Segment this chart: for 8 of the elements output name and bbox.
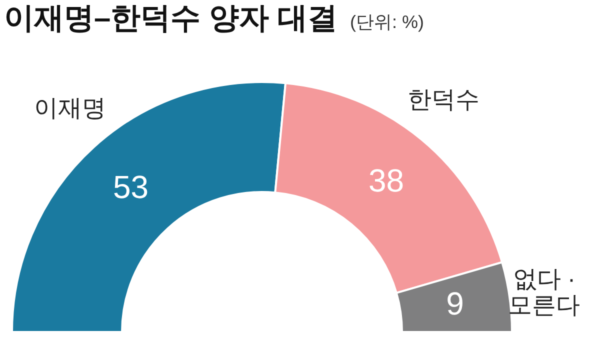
chart-subtitle: (단위: %)	[350, 12, 424, 32]
data-label: 38	[368, 162, 404, 199]
slice-label: 한덕수	[408, 86, 480, 114]
chart-title: 이재명–한덕수 양자 대결	[4, 2, 338, 35]
slice-label: 없다 · 모른다	[508, 266, 580, 319]
data-label: 9	[446, 286, 464, 322]
slice-label: 이재명	[34, 95, 106, 122]
data-label: 53	[112, 168, 149, 205]
